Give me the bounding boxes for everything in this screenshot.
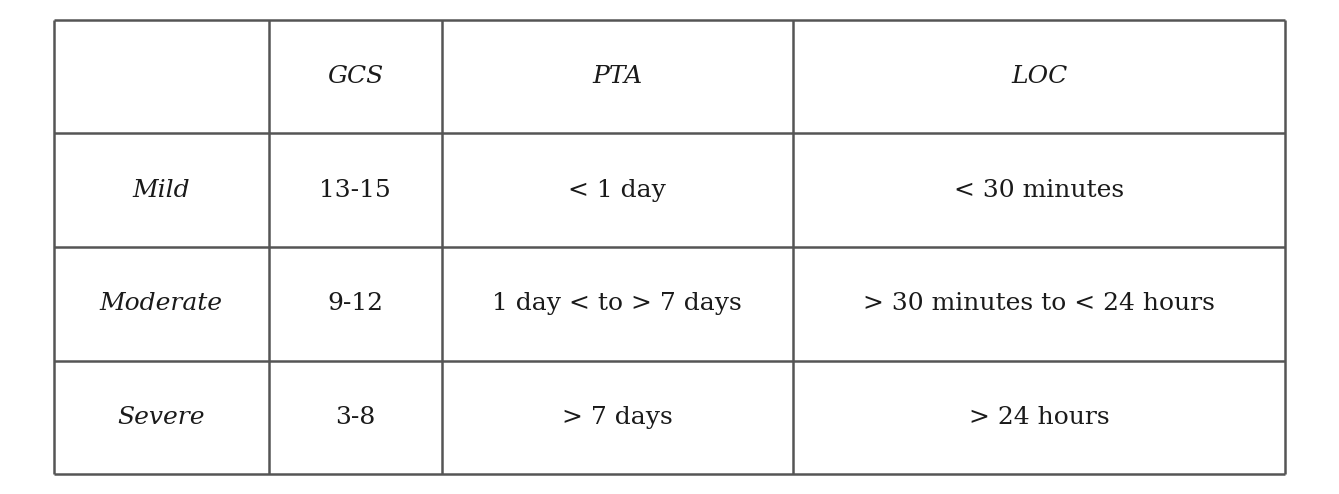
Text: LOC: LOC bbox=[1011, 65, 1067, 88]
Text: < 30 minutes: < 30 minutes bbox=[953, 179, 1125, 202]
Text: 9-12: 9-12 bbox=[327, 292, 383, 315]
Text: > 7 days: > 7 days bbox=[562, 406, 672, 429]
Text: > 30 minutes to < 24 hours: > 30 minutes to < 24 hours bbox=[864, 292, 1214, 315]
Text: PTA: PTA bbox=[592, 65, 643, 88]
Text: 13-15: 13-15 bbox=[320, 179, 391, 202]
Text: GCS: GCS bbox=[327, 65, 383, 88]
Text: Moderate: Moderate bbox=[100, 292, 222, 315]
Text: Severe: Severe bbox=[118, 406, 205, 429]
Text: > 24 hours: > 24 hours bbox=[968, 406, 1110, 429]
Text: 1 day < to > 7 days: 1 day < to > 7 days bbox=[493, 292, 742, 315]
Text: < 1 day: < 1 day bbox=[568, 179, 665, 202]
Text: 3-8: 3-8 bbox=[335, 406, 375, 429]
Text: Mild: Mild bbox=[133, 179, 190, 202]
